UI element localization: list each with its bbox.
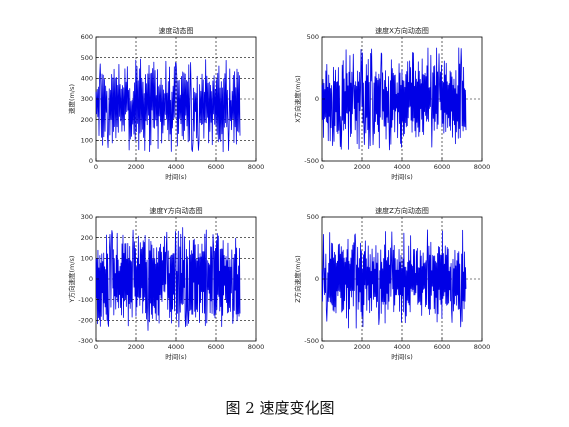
y-tick-label: 500 [307,213,319,221]
chart-panel-1: 0 2000 4000 6000 8000 0 100 200 300 400 500 600 速度动态… [67,26,264,181]
x-tick-label: 6000 [434,343,451,351]
plot-title: 速度动态图 [159,26,194,35]
x-tick-label: 0 [94,343,98,351]
y-axis-label: 速度(m/s) [67,84,76,114]
y-axis-label: Z方向速度(m/s) [293,255,302,302]
plot-title: 速度Z方向动态图 [375,206,429,215]
x-tick-label: 2000 [128,163,145,171]
x-tick-label: 4000 [168,343,185,351]
figure-caption: 图 2 速度变化图 [225,399,334,417]
plot-title: 速度X方向动态图 [375,26,429,35]
chart-panel-4: 0 2000 4000 6000 8000-5000500速度Z方向动态图时间(s)Z方… [293,206,490,361]
x-tick-label: 2000 [354,343,371,351]
plot-title: 速度Y方向动态图 [149,206,202,215]
y-tick-label: 500 [307,33,319,41]
y-tick-label: 500 [81,54,93,62]
x-tick-label: 6000 [208,163,225,171]
chart-panel-2: 0 2000 4000 6000 8000-5000500速度X方向动态图时间(s)X方… [293,26,490,181]
x-tick-label: 0 [94,163,98,171]
y-tick-label: 100 [81,255,93,263]
y-tick-label: -200 [78,317,93,325]
y-tick-label: 0 [89,157,93,165]
y-tick-label: 600 [81,33,93,41]
chart-panel-3: 0 2000 4000 6000 8000 -300 -200 -100 0 100 200 300 速… [67,206,264,361]
y-tick-label: 200 [81,234,93,242]
x-axis-label: 时间(s) [391,172,412,181]
y-tick-label: -500 [304,157,319,165]
x-axis-label: 时间(s) [165,172,186,181]
series-line [95,227,241,331]
y-tick-label: 0 [315,275,319,283]
x-tick-label: 2000 [128,343,145,351]
y-tick-label: 0 [315,95,319,103]
y-tick-label: 0 [89,275,93,283]
y-tick-label: 300 [81,213,93,221]
x-axis-label: 时间(s) [165,352,186,361]
x-tick-label: 8000 [248,163,265,171]
x-tick-label: 4000 [394,343,411,351]
x-tick-label: 8000 [474,163,491,171]
x-tick-label: 4000 [168,163,185,171]
y-tick-label: 100 [81,137,93,145]
series-line [95,58,241,153]
x-tick-label: 2000 [354,163,371,171]
y-tick-label: 200 [81,116,93,124]
y-tick-label: -100 [78,296,93,304]
x-tick-label: 6000 [434,163,451,171]
x-tick-label: 0 [320,343,324,351]
series-line [321,47,467,151]
y-tick-label: 300 [81,95,93,103]
x-tick-label: 6000 [208,343,225,351]
x-axis-label: 时间(s) [391,352,412,361]
y-axis-label: X方向速度(m/s) [293,75,302,122]
y-tick-label: -300 [78,337,93,345]
series-line [321,229,467,329]
x-tick-label: 8000 [474,343,491,351]
y-tick-label: -500 [304,337,319,345]
x-tick-label: 8000 [248,343,265,351]
x-tick-label: 4000 [394,163,411,171]
y-axis-label: Y方向速度(m/s) [67,256,76,304]
x-tick-label: 0 [320,163,324,171]
y-tick-label: 400 [81,75,93,83]
